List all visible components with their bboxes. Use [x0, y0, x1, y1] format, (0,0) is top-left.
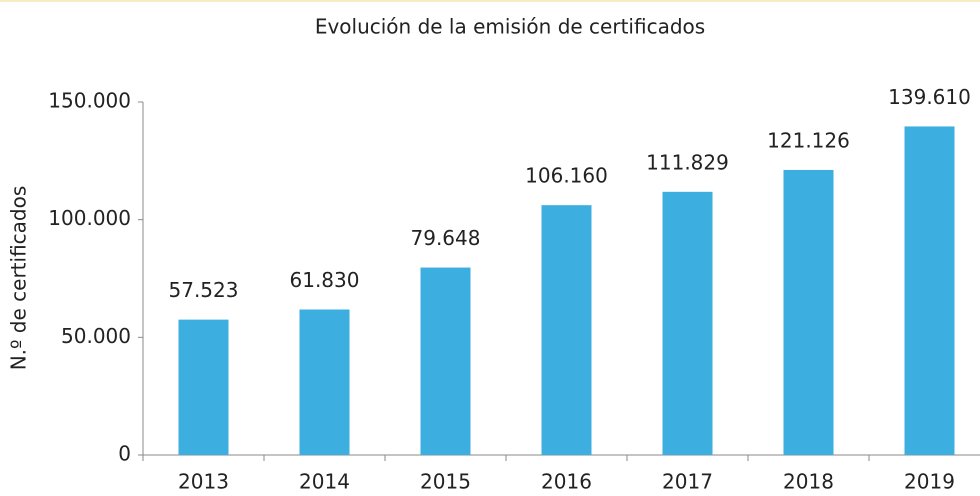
y-tick-label: 100.000 [48, 206, 131, 230]
bar [904, 126, 955, 455]
x-tick-label: 2013 [178, 470, 229, 494]
bar [178, 319, 229, 455]
x-tick-label: 2016 [541, 470, 592, 494]
value-label: 139.610 [888, 85, 971, 109]
bar [420, 267, 471, 455]
x-tick-label: 2015 [420, 470, 471, 494]
x-tick-label: 2017 [662, 470, 713, 494]
chart-title: Evolución de la emisión de certificados [315, 15, 705, 39]
value-label: 79.648 [411, 226, 481, 250]
top-border [0, 0, 980, 2]
y-tick-label: 50.000 [61, 324, 131, 348]
value-label: 121.126 [767, 128, 850, 152]
value-label: 111.829 [646, 150, 729, 174]
bar [783, 169, 834, 456]
value-label: 61.830 [290, 268, 360, 292]
y-tick-label: 150.000 [48, 89, 131, 113]
bar [541, 205, 592, 455]
value-label: 57.523 [169, 278, 239, 302]
bar [662, 191, 713, 455]
x-tick-label: 2014 [299, 470, 350, 494]
bar [299, 309, 350, 455]
x-tick-label: 2018 [783, 470, 834, 494]
y-tick-label: 0 [118, 442, 131, 466]
y-axis-label: N.º de certificados [7, 186, 31, 371]
value-label: 106.160 [525, 164, 608, 188]
x-tick-label: 2019 [904, 470, 955, 494]
